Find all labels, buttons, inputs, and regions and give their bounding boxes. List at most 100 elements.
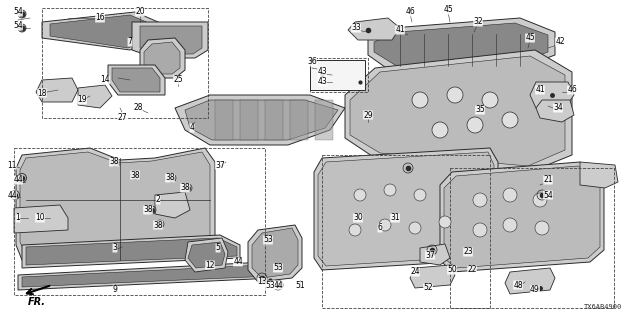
Text: 28: 28 — [133, 103, 143, 113]
Polygon shape — [530, 82, 574, 108]
Text: 46: 46 — [567, 85, 577, 94]
Text: 43: 43 — [317, 68, 327, 76]
Polygon shape — [144, 42, 180, 74]
Bar — [42, 8, 208, 118]
Polygon shape — [155, 192, 190, 218]
Polygon shape — [348, 18, 400, 40]
Polygon shape — [18, 262, 275, 290]
Text: 33: 33 — [351, 23, 361, 33]
Polygon shape — [580, 162, 618, 188]
Text: 36: 36 — [307, 58, 317, 67]
Circle shape — [414, 189, 426, 201]
Text: 7: 7 — [127, 37, 132, 46]
Circle shape — [473, 193, 487, 207]
Text: 6: 6 — [378, 223, 383, 233]
Polygon shape — [420, 244, 450, 265]
Polygon shape — [314, 148, 498, 270]
Text: 23: 23 — [463, 247, 473, 257]
Text: 53: 53 — [273, 263, 283, 273]
Text: 44: 44 — [13, 175, 23, 185]
Circle shape — [447, 87, 463, 103]
Circle shape — [535, 221, 549, 235]
Text: 38: 38 — [180, 183, 190, 193]
Circle shape — [379, 219, 391, 231]
Polygon shape — [290, 100, 308, 140]
Text: 9: 9 — [113, 285, 117, 294]
Bar — [310, 60, 365, 90]
Text: 52: 52 — [423, 284, 433, 292]
Text: 49: 49 — [530, 285, 540, 294]
Text: 11: 11 — [7, 161, 17, 170]
Polygon shape — [505, 268, 555, 294]
Polygon shape — [240, 100, 258, 140]
Bar — [14, 148, 265, 295]
Polygon shape — [50, 15, 158, 48]
Text: 21: 21 — [543, 175, 553, 185]
Text: 43: 43 — [317, 77, 327, 86]
Circle shape — [439, 216, 451, 228]
Text: 38: 38 — [109, 157, 119, 166]
Text: 4: 4 — [189, 124, 195, 132]
Polygon shape — [374, 23, 548, 68]
Polygon shape — [265, 100, 283, 140]
Text: 31: 31 — [390, 213, 400, 222]
Text: 18: 18 — [37, 89, 47, 98]
Bar — [450, 168, 614, 308]
Text: 27: 27 — [117, 113, 127, 122]
Polygon shape — [140, 26, 202, 54]
Text: 48: 48 — [513, 281, 523, 290]
Polygon shape — [248, 225, 302, 282]
Polygon shape — [22, 265, 272, 287]
Text: 14: 14 — [100, 76, 110, 84]
Text: 38: 38 — [143, 205, 153, 214]
Circle shape — [412, 92, 428, 108]
Polygon shape — [350, 56, 565, 166]
Text: 53: 53 — [263, 236, 273, 244]
Polygon shape — [14, 205, 68, 233]
Polygon shape — [78, 85, 112, 108]
Circle shape — [349, 224, 361, 236]
Text: 19: 19 — [77, 95, 87, 105]
Text: 29: 29 — [363, 110, 373, 119]
Circle shape — [432, 122, 448, 138]
Text: FR.: FR. — [28, 297, 46, 307]
Circle shape — [533, 193, 547, 207]
Circle shape — [467, 117, 483, 133]
Circle shape — [354, 189, 366, 201]
Polygon shape — [20, 152, 210, 255]
Polygon shape — [188, 242, 225, 268]
Text: 37: 37 — [215, 161, 225, 170]
Polygon shape — [108, 65, 165, 95]
Polygon shape — [36, 78, 78, 102]
Text: 34: 34 — [553, 103, 563, 113]
Text: TX6AB4900: TX6AB4900 — [584, 304, 622, 310]
Text: 20: 20 — [135, 7, 145, 17]
Text: 16: 16 — [95, 13, 105, 22]
Text: 30: 30 — [353, 213, 363, 222]
Circle shape — [502, 112, 518, 128]
Polygon shape — [175, 95, 345, 145]
Text: 54: 54 — [543, 190, 553, 199]
Text: 35: 35 — [475, 106, 485, 115]
Polygon shape — [215, 100, 233, 140]
Text: 44: 44 — [233, 258, 243, 267]
Text: 2: 2 — [156, 196, 161, 204]
Text: 5: 5 — [216, 244, 220, 252]
Text: 1: 1 — [15, 213, 20, 222]
Text: 38: 38 — [165, 173, 175, 182]
Polygon shape — [316, 64, 360, 72]
Text: 45: 45 — [443, 5, 453, 14]
Text: 38: 38 — [130, 171, 140, 180]
Circle shape — [384, 184, 396, 196]
Text: 42: 42 — [555, 37, 565, 46]
Text: 38: 38 — [153, 220, 163, 229]
Circle shape — [473, 223, 487, 237]
Text: 54: 54 — [13, 21, 23, 30]
Text: 41: 41 — [395, 26, 405, 35]
Text: 10: 10 — [35, 213, 45, 222]
Text: 24: 24 — [410, 268, 420, 276]
Polygon shape — [440, 162, 604, 272]
Polygon shape — [112, 68, 160, 92]
Text: 44: 44 — [7, 190, 17, 199]
Text: 25: 25 — [173, 76, 183, 84]
